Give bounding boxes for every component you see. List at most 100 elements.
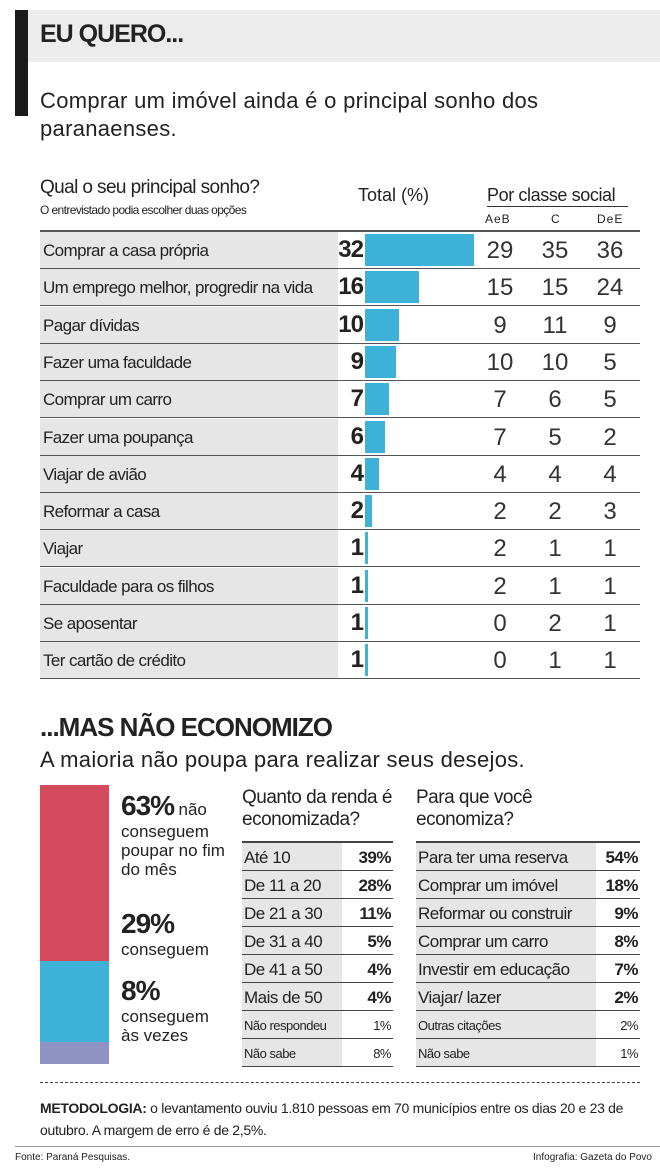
- table-row: De 31 a 40 5%: [242, 927, 393, 955]
- row-value: 1%: [620, 1046, 638, 1061]
- row-label: Viajar/ lazer: [416, 983, 596, 1010]
- total-value: 10: [338, 310, 364, 338]
- class-value-aeb: 2: [493, 498, 507, 526]
- total-value: 1: [350, 534, 364, 562]
- row-label: Reformar ou construir: [416, 899, 596, 926]
- accent-bar: [15, 10, 28, 116]
- class-value-dee: 9: [603, 311, 617, 339]
- class-value-dee: 1: [603, 647, 617, 675]
- bar: [365, 345, 396, 378]
- total-header: Total (%): [358, 185, 430, 205]
- category-label: Um emprego melhor, progredir na vida: [40, 269, 338, 306]
- class-value-aeb: 2: [493, 572, 507, 600]
- credit: Infografia: Gazeta do Povo: [533, 1152, 652, 1163]
- category-label: Faculdade para os filhos: [40, 567, 338, 604]
- table-row: Um emprego melhor, progredir na vida 16 …: [40, 269, 640, 307]
- table-row: Comprar um carro 7 7 6 5: [40, 381, 640, 419]
- class-value-aeb: 29: [486, 237, 514, 264]
- class-value-aeb: 10: [486, 348, 514, 376]
- category-label: Comprar a casa própria: [40, 232, 338, 268]
- table-row: De 21 a 30 11%: [242, 899, 393, 927]
- row-value: 9%: [614, 904, 638, 923]
- table-row: De 11 a 20 28%: [242, 871, 393, 899]
- class-value-aeb: 15: [486, 274, 514, 302]
- row-label: De 41 a 50: [242, 955, 342, 982]
- class-value-dee: 5: [603, 386, 617, 414]
- class-value-dee: 5: [603, 348, 617, 376]
- label-8: 8% conseguem às vezes: [121, 975, 209, 1045]
- stacked-bar-63: [40, 785, 109, 961]
- table-row: Fazer uma poupança 6 7 5 2: [40, 418, 640, 456]
- row-label: De 31 a 40: [242, 927, 342, 954]
- row-value: 8%: [373, 1046, 391, 1061]
- page-title: EU QUERO...: [40, 20, 184, 48]
- total-value: 1: [350, 571, 364, 599]
- stacked-bar-8: [40, 1042, 109, 1064]
- row-label: Mais de 50: [242, 983, 342, 1010]
- table-row: Se aposentar 1 0 2 1: [40, 605, 640, 642]
- class-value-c: 4: [548, 460, 562, 488]
- income-table-title: Quanto da renda é economizada?: [242, 787, 392, 830]
- row-value: 54%: [605, 848, 638, 867]
- total-value: 2: [350, 497, 364, 525]
- table-rule: [416, 841, 640, 843]
- row-value: 28%: [358, 876, 391, 895]
- total-value: 6: [350, 422, 364, 450]
- row-label: Não sabe: [242, 1039, 342, 1066]
- table-row: Não sabe 8%: [242, 1039, 393, 1067]
- class-value-c: 10: [541, 348, 569, 376]
- class-value-aeb: 9: [493, 311, 507, 339]
- footer-rule: [15, 1146, 660, 1147]
- category-label: Fazer uma poupança: [40, 418, 338, 455]
- class-value-dee: 1: [603, 535, 617, 563]
- stacked-bar-29: [40, 961, 109, 1042]
- class-value-c: 15: [541, 274, 569, 302]
- row-label: Não sabe: [416, 1039, 596, 1066]
- table-rule: [242, 841, 393, 843]
- bar: [365, 234, 474, 266]
- class-value-dee: 36: [596, 237, 624, 264]
- row-value: 8%: [614, 932, 638, 951]
- table-row: Até 10 39%: [242, 843, 393, 871]
- class-value-aeb: 2: [493, 535, 507, 563]
- table-row: Comprar um carro 8%: [416, 927, 640, 955]
- table-row: Investir em educação 7%: [416, 955, 640, 983]
- class-header: Por classe social: [487, 185, 628, 207]
- bar: [365, 607, 369, 639]
- class-value-dee: 2: [603, 423, 617, 451]
- category-label: Viajar de avião: [40, 455, 338, 492]
- chart-title: Qual o seu principal sonho?: [40, 177, 260, 198]
- bar: [365, 569, 369, 602]
- category-label: Fazer uma faculdade: [40, 343, 338, 380]
- section-subtitle: A maioria não poupa para realizar seus d…: [40, 747, 525, 772]
- col-header-dee: DeE: [597, 212, 624, 226]
- total-value: 7: [350, 385, 364, 413]
- category-label: Reformar a casa: [40, 493, 338, 530]
- source: Fonte: Paraná Pesquisas.: [15, 1152, 131, 1163]
- methodology: METODOLOGIA: o levantamento ouviu 1.810 …: [40, 1100, 624, 1138]
- bar: [365, 644, 369, 677]
- section-title: ...MAS NÃO ECONOMIZO: [40, 712, 333, 742]
- divider: [40, 1082, 640, 1083]
- row-value: 1%: [373, 1018, 391, 1033]
- row-label: Comprar um carro: [416, 927, 596, 954]
- class-value-dee: 1: [603, 572, 617, 600]
- col-header-aeb: AeB: [485, 212, 511, 226]
- bar: [365, 383, 389, 416]
- class-value-dee: 3: [603, 498, 617, 526]
- row-label: Investir em educação: [416, 955, 596, 982]
- page-subtitle: Comprar um imóvel ainda é o principal so…: [40, 88, 539, 141]
- table-row: Pagar dívidas 10 9 11 9: [40, 306, 640, 344]
- class-value-c: 1: [548, 535, 562, 563]
- table-row: Comprar um imóvel 18%: [416, 871, 640, 899]
- class-value-c: 1: [548, 572, 562, 600]
- class-value-aeb: 7: [493, 386, 507, 414]
- title-band: [15, 10, 660, 62]
- row-value: 11%: [359, 904, 391, 923]
- class-value-aeb: 7: [493, 423, 507, 451]
- table-row: Não respondeu 1%: [242, 1011, 393, 1039]
- class-value-dee: 4: [603, 460, 617, 488]
- label-29: 29% conseguem: [121, 908, 209, 959]
- bar: [365, 495, 372, 528]
- table-row: De 41 a 50 4%: [242, 955, 393, 983]
